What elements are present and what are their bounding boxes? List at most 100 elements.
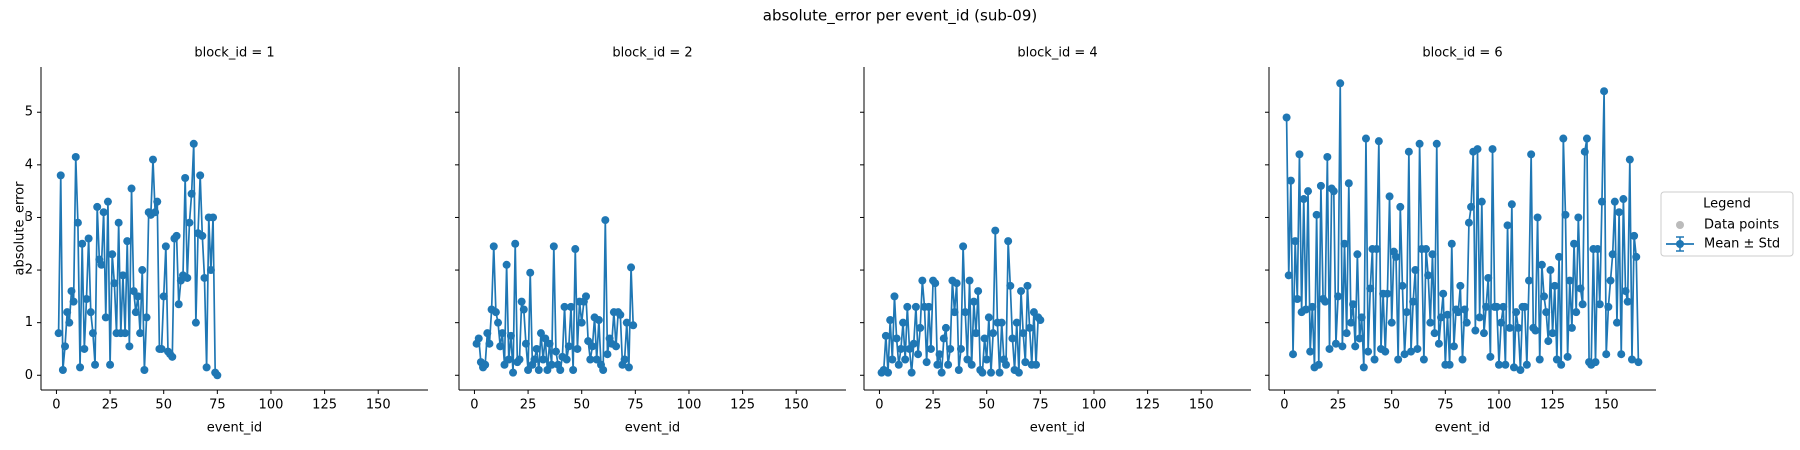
data-point: [944, 360, 953, 369]
data-point: [1494, 360, 1503, 369]
data-point: [196, 171, 205, 180]
data-point: [571, 245, 580, 254]
data-point: [1426, 318, 1435, 327]
data-point: [114, 218, 123, 227]
data-point: [1282, 113, 1291, 122]
data-point: [183, 273, 192, 282]
data-point: [892, 334, 901, 343]
data-point: [481, 360, 490, 369]
x-tick-label: 50: [1383, 398, 1400, 413]
data-point: [1370, 355, 1379, 364]
x-tick-label: 75: [1437, 398, 1454, 413]
data-point: [894, 360, 903, 369]
data-point: [1544, 337, 1553, 346]
x-tick-label: 100: [259, 398, 284, 413]
data-point: [1634, 358, 1643, 367]
x-tick-label: 150: [366, 398, 391, 413]
data-point: [509, 368, 518, 377]
data-point: [185, 218, 194, 227]
data-point: [1411, 266, 1420, 275]
data-point: [1492, 302, 1501, 311]
data-point: [629, 321, 638, 330]
x-tick-label: 0: [1280, 398, 1288, 413]
data-point: [534, 366, 543, 375]
data-point: [1301, 305, 1310, 314]
data-point: [1533, 213, 1542, 222]
data-point: [935, 350, 944, 359]
data-point: [1364, 347, 1373, 356]
data-point: [1424, 271, 1433, 280]
data-point: [594, 316, 603, 325]
data-point: [1593, 245, 1602, 254]
data-point: [562, 355, 571, 364]
x-tick-label: 75: [209, 398, 226, 413]
data-point: [1398, 281, 1407, 290]
data-point: [901, 355, 910, 364]
x-tick-label: 50: [573, 398, 590, 413]
data-point: [1396, 202, 1405, 211]
data-point: [1621, 287, 1630, 296]
data-point: [620, 355, 629, 364]
data-point: [952, 279, 961, 288]
panel-title: block_id = 6: [1422, 46, 1502, 61]
data-point: [131, 308, 140, 317]
data-point: [1597, 197, 1606, 206]
data-point: [1516, 366, 1525, 375]
data-point: [1627, 355, 1636, 364]
data-point: [1542, 308, 1551, 317]
data-point: [1615, 208, 1624, 217]
data-point: [601, 216, 610, 225]
data-point: [978, 368, 987, 377]
data-point: [1578, 300, 1587, 309]
data-point: [202, 363, 211, 372]
data-point: [1351, 342, 1360, 351]
data-point: [106, 360, 115, 369]
legend-marker: [1676, 240, 1684, 248]
data-point: [1346, 318, 1355, 327]
data-point: [986, 368, 995, 377]
data-point: [1509, 363, 1518, 372]
data-point: [1606, 276, 1615, 285]
data-point: [1574, 213, 1583, 222]
data-point: [1462, 318, 1471, 327]
data-point: [612, 342, 621, 351]
data-point: [974, 287, 983, 296]
data-point: [1413, 344, 1422, 353]
x-tick-label: 125: [1135, 398, 1160, 413]
x-tick-label: 100: [677, 398, 702, 413]
data-point: [1344, 179, 1353, 188]
data-point: [1361, 134, 1370, 143]
data-point: [65, 318, 74, 327]
data-point: [1336, 79, 1345, 88]
data-point: [1419, 355, 1428, 364]
series-line: [475, 220, 635, 374]
data-point: [1374, 137, 1383, 146]
x-axis-label: event_id: [625, 421, 680, 436]
data-point: [995, 368, 1004, 377]
data-point: [67, 287, 76, 296]
data-point: [549, 242, 558, 251]
data-point: [161, 242, 170, 251]
x-tick-label: 25: [102, 398, 119, 413]
data-point: [123, 237, 132, 246]
data-point: [198, 231, 207, 240]
data-point: [1036, 316, 1045, 325]
data-point: [616, 310, 625, 319]
data-point: [168, 352, 177, 361]
x-tick-label: 150: [784, 398, 809, 413]
data-point: [896, 344, 905, 353]
data-point: [969, 297, 978, 306]
data-point: [1527, 150, 1536, 159]
data-point: [1445, 360, 1454, 369]
data-point: [1623, 297, 1632, 306]
x-tick-label: 25: [925, 398, 942, 413]
data-point: [93, 202, 102, 211]
data-point: [1608, 250, 1617, 259]
data-point: [989, 329, 998, 338]
x-tick-label: 50: [978, 398, 995, 413]
data-point: [1032, 360, 1041, 369]
data-point: [909, 339, 918, 348]
data-point: [474, 334, 483, 343]
data-point: [127, 184, 136, 193]
data-point: [1314, 360, 1323, 369]
